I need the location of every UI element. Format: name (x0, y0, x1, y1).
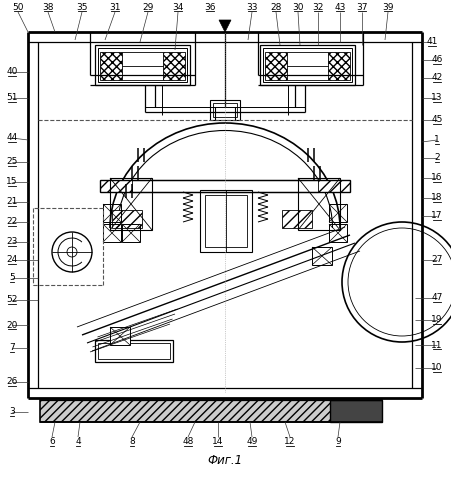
Bar (103, 224, 121, 242)
Bar (298, 178, 340, 230)
Circle shape (52, 232, 92, 272)
Text: 44: 44 (6, 134, 18, 142)
Text: 33: 33 (246, 2, 258, 12)
Text: Фиг.1: Фиг.1 (207, 454, 243, 466)
Text: 27: 27 (431, 256, 443, 264)
Bar (163, 52, 185, 80)
Bar (205, 195, 247, 247)
Bar (95, 45, 190, 85)
Text: 35: 35 (76, 2, 88, 12)
Text: 39: 39 (382, 2, 394, 12)
Bar (98, 343, 170, 359)
Text: 26: 26 (6, 378, 18, 386)
Text: 31: 31 (109, 2, 121, 12)
Bar (213, 103, 237, 117)
Bar (100, 52, 122, 80)
Text: 52: 52 (6, 296, 18, 304)
Bar (312, 247, 332, 265)
Text: 11: 11 (431, 340, 443, 349)
Bar (110, 178, 152, 230)
Bar (263, 48, 352, 82)
Text: 30: 30 (292, 2, 304, 12)
Text: 1: 1 (434, 136, 440, 144)
Text: 8: 8 (129, 438, 135, 446)
Circle shape (348, 228, 451, 336)
Text: 3: 3 (9, 408, 15, 416)
Bar (330, 400, 382, 422)
Text: 4: 4 (75, 438, 81, 446)
Bar (112, 210, 142, 228)
Bar (265, 52, 287, 80)
Bar (110, 327, 130, 345)
Text: 23: 23 (6, 238, 18, 246)
Text: 21: 21 (6, 198, 18, 206)
Text: 32: 32 (312, 2, 324, 12)
Bar (282, 210, 312, 228)
Text: 28: 28 (270, 2, 282, 12)
Bar (98, 48, 187, 82)
Text: 20: 20 (6, 320, 18, 330)
Text: 7: 7 (9, 344, 15, 352)
Text: 14: 14 (212, 438, 224, 446)
Bar (210, 100, 240, 120)
Text: 34: 34 (172, 2, 184, 12)
Text: 38: 38 (42, 2, 54, 12)
Text: 18: 18 (431, 194, 443, 202)
Text: 19: 19 (431, 316, 443, 324)
Text: 17: 17 (431, 212, 443, 220)
Text: 51: 51 (6, 94, 18, 102)
Text: 46: 46 (431, 56, 443, 64)
Bar (318, 180, 350, 192)
Text: 43: 43 (334, 2, 345, 12)
Bar (103, 204, 121, 222)
Bar (95, 340, 173, 362)
Bar (329, 204, 347, 222)
Bar (260, 45, 355, 85)
Text: 6: 6 (49, 438, 55, 446)
Text: 13: 13 (431, 94, 443, 102)
Text: 16: 16 (431, 174, 443, 182)
Text: 45: 45 (431, 116, 443, 124)
Text: 15: 15 (6, 178, 18, 186)
Text: 25: 25 (6, 158, 18, 166)
Text: 42: 42 (431, 74, 442, 82)
Text: 47: 47 (431, 294, 443, 302)
Bar (122, 224, 140, 242)
Circle shape (67, 247, 77, 257)
Text: 24: 24 (6, 256, 18, 264)
Text: 29: 29 (143, 2, 154, 12)
Text: 22: 22 (6, 218, 18, 226)
Text: 9: 9 (335, 438, 341, 446)
Text: 37: 37 (356, 2, 368, 12)
Text: 41: 41 (426, 38, 437, 46)
Text: 36: 36 (204, 2, 216, 12)
Bar (200, 190, 252, 252)
Text: 12: 12 (284, 438, 296, 446)
Bar (40, 400, 382, 422)
Text: 5: 5 (9, 274, 15, 282)
Bar (329, 224, 347, 242)
Bar (100, 180, 132, 192)
Polygon shape (219, 20, 231, 32)
Text: 49: 49 (246, 438, 258, 446)
Bar (328, 52, 350, 80)
Text: 10: 10 (431, 364, 443, 372)
Text: 50: 50 (12, 2, 24, 12)
Text: 2: 2 (434, 154, 440, 162)
Text: 40: 40 (6, 68, 18, 76)
Circle shape (342, 222, 451, 342)
Text: 48: 48 (182, 438, 193, 446)
